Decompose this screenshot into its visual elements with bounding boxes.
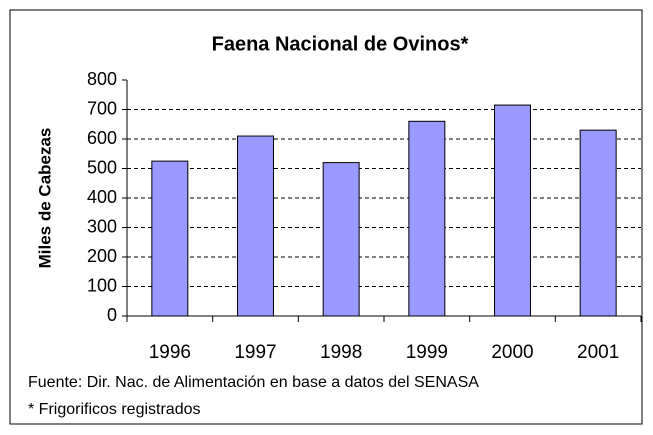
note: * Frigorificos registrados	[28, 401, 201, 418]
note: Fuente: Dir. Nac. de Alimentación en bas…	[28, 374, 479, 391]
y-tick-label: 100	[87, 275, 117, 295]
bar	[322, 162, 360, 317]
y-tick-label: 600	[87, 128, 117, 148]
y-axis-label: Miles de Cabezas	[35, 128, 54, 269]
bar	[151, 160, 189, 317]
y-tick-label: 500	[87, 157, 117, 177]
x-tick-label: 1999	[406, 342, 448, 363]
y-tick-label: 200	[87, 246, 117, 266]
y-tick-label: 800	[87, 69, 117, 89]
x-tick-label: 1998	[320, 342, 362, 363]
y-tick-label: 0	[107, 305, 117, 325]
x-tick-label: 1996	[149, 342, 191, 363]
y-tick-label: 700	[87, 98, 117, 118]
y-tick-label: 300	[87, 216, 117, 236]
y-tick-label: 400	[87, 187, 117, 207]
bar	[579, 129, 617, 317]
bar	[408, 120, 446, 317]
x-tick-label: 2000	[491, 342, 533, 363]
x-tick-label: 2001	[577, 342, 619, 363]
bar	[237, 135, 274, 317]
bar	[494, 104, 531, 317]
x-tick-label: 1997	[234, 342, 276, 363]
chart-title: Faena Nacional de Ovinos*	[212, 33, 469, 55]
